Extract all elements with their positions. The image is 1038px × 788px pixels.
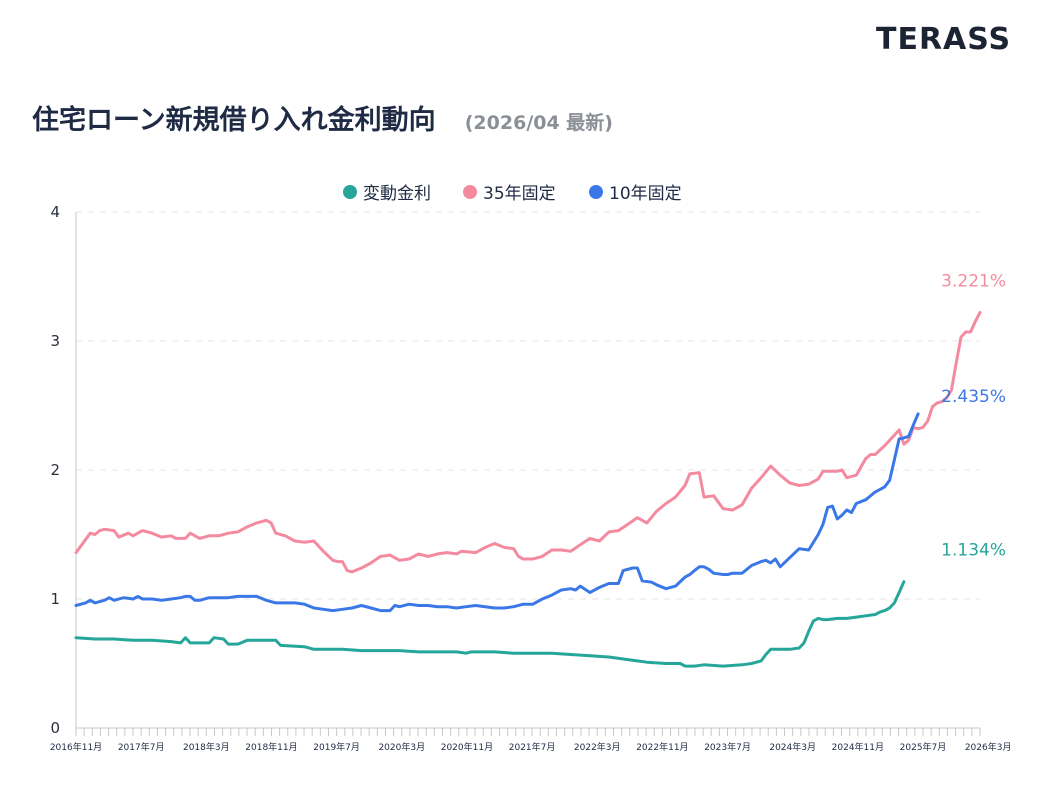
end-label-1: 3.221% (941, 271, 1006, 291)
x-tick-label: 2024年3月 (769, 741, 816, 753)
x-tick-label: 2022年3月 (574, 741, 621, 753)
end-label-2: 2.435% (941, 387, 1006, 407)
x-tick-label: 2020年11月 (441, 741, 493, 753)
series-line-2 (74, 412, 920, 613)
y-tick-labels: 0 1 2 3 4 (50, 203, 60, 737)
x-tick-label: 2026年3月 (965, 741, 1012, 753)
x-tick-label: 2021年7月 (509, 741, 556, 753)
end-labels: 1.134% 3.221% 2.435% (941, 271, 1006, 560)
legend-marker-1 (463, 185, 477, 199)
y-tick-label: 1 (50, 590, 60, 608)
chart-title: 住宅ローン新規借り入れ金利動向 (32, 105, 436, 136)
y-tick-label: 4 (50, 203, 60, 221)
x-tick-label: 2018年11月 (245, 741, 297, 753)
legend-label-0: 変動金利 (363, 184, 431, 204)
axes (75, 212, 981, 736)
x-tick-label: 2020年3月 (378, 741, 425, 753)
end-label-0: 1.134% (941, 541, 1006, 561)
terass-logo: TERASS (876, 22, 1012, 57)
y-tick-label: 0 (50, 719, 60, 737)
series-line-1 (74, 311, 982, 574)
legend-marker-0 (343, 185, 357, 199)
series-line-0 (74, 580, 906, 668)
legend-label-1: 35年固定 (483, 184, 556, 204)
x-tick-label: 2022年11月 (636, 741, 688, 753)
x-tick-label: 2017年7月 (118, 741, 165, 753)
title-row: 住宅ローン新規借り入れ金利動向 (2026/04 最新) (32, 98, 613, 137)
chart-subtitle: (2026/04 最新) (464, 112, 613, 134)
x-tick-label: 2023年7月 (704, 741, 751, 753)
grid-lines (76, 211, 980, 600)
series-lines (74, 311, 982, 668)
x-tick-label: 2019年7月 (313, 741, 360, 753)
x-tick-labels: 2016年11月 2017年7月 2018年3月 2018年11月 2019年7月 202… (50, 741, 1012, 753)
x-tick-label: 2024年11月 (832, 741, 884, 753)
legend: 変動金利 35年固定 10年固定 (343, 184, 682, 204)
legend-label-2: 10年固定 (609, 184, 682, 204)
x-tick-label: 2018年3月 (183, 741, 230, 753)
legend-marker-2 (589, 185, 603, 199)
y-tick-label: 3 (50, 332, 60, 350)
y-tick-label: 2 (50, 461, 60, 479)
x-tick-label: 2025年7月 (900, 741, 947, 753)
x-tick-label: 2016年11月 (50, 741, 102, 753)
